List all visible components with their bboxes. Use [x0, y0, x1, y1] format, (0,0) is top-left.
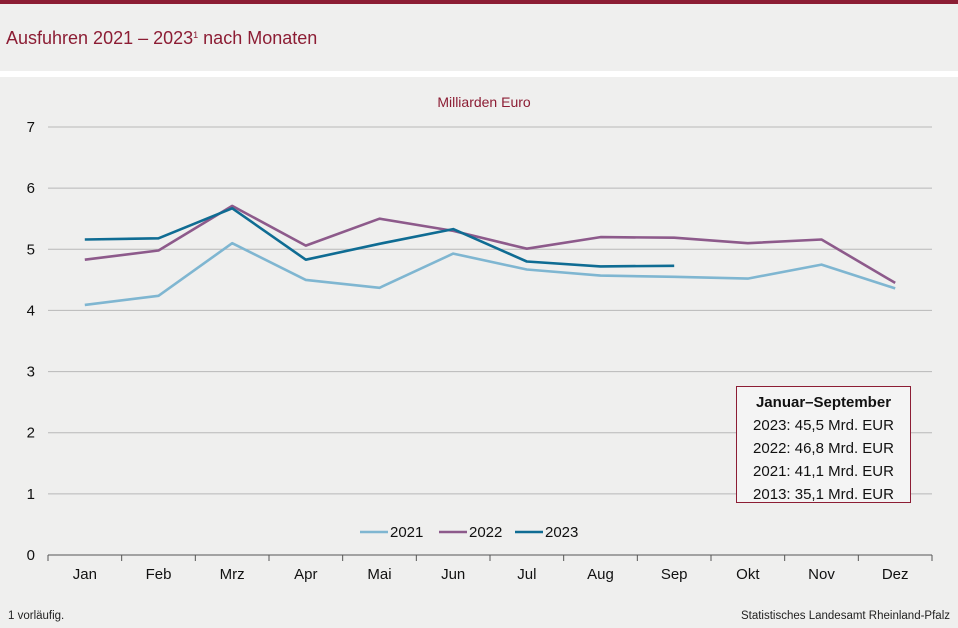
summary-heading: Januar–September	[755, 394, 892, 411]
x-tick-label: Okt	[736, 566, 760, 583]
x-tick-label: Jul	[517, 566, 536, 583]
x-tick-label: Mrz	[220, 566, 245, 583]
summary-box: Januar–September 2023: 45,5 Mrd. EUR 202…	[736, 386, 911, 503]
x-tick-label: Aug	[587, 566, 614, 583]
legend-label-2021: 2021	[390, 524, 423, 541]
chart-series	[84, 204, 896, 307]
footnote: 1 vorläufig.	[8, 610, 65, 622]
legend-label-2023: 2023	[545, 524, 578, 541]
series-line-2023	[84, 207, 675, 268]
y-tick-label: 3	[27, 364, 35, 381]
x-tick-label: Sep	[661, 566, 688, 583]
x-axis: Jan Feb Mrz Apr Mai Jun Jul Aug Sep Okt Nov Dez	[47, 554, 933, 583]
y-axis-ticks: 0 1 2 3 4 5 6 7	[27, 119, 35, 564]
y-tick-label: 6	[27, 180, 35, 197]
summary-line-2022: 2022: 46,8 Mrd. EUR	[753, 440, 894, 457]
y-tick-label: 7	[27, 119, 35, 136]
summary-line-2023: 2023: 45,5 Mrd. EUR	[753, 417, 894, 434]
x-tick-label: Dez	[882, 566, 909, 583]
chart-legend: 2021 2022 2023	[360, 524, 578, 541]
y-tick-label: 0	[27, 547, 35, 564]
source-credit: Statistisches Landesamt Rheinland-Pfalz	[740, 610, 950, 622]
chart-unit-label: Milliarden Euro	[437, 94, 531, 110]
x-tick-label: Nov	[808, 566, 835, 583]
x-tick-label: Mai	[367, 566, 391, 583]
x-tick-label: Feb	[146, 566, 172, 583]
x-tick-label: Apr	[294, 566, 317, 583]
summary-line-2013: 2013: 35,1 Mrd. EUR	[753, 486, 894, 503]
summary-line-2021: 2021: 41,1 Mrd. EUR	[753, 463, 894, 480]
x-tick-label: Jun	[441, 566, 465, 583]
header-separator	[0, 71, 958, 77]
y-tick-label: 5	[27, 241, 35, 258]
page-title: Ausfuhren 2021 – 20231 nach Monaten	[6, 28, 318, 48]
series-line-2021	[84, 241, 896, 307]
legend-label-2022: 2022	[469, 524, 502, 541]
top-accent-bar	[0, 0, 958, 4]
y-tick-label: 1	[27, 486, 35, 503]
x-tick-label: Jan	[73, 566, 97, 583]
y-tick-label: 4	[27, 302, 35, 319]
line-chart: Milliarden Euro 0 1 2 3 4 5 6 7 Jan Feb Mrz Apr Mai…	[27, 94, 933, 583]
y-tick-label: 2	[27, 425, 35, 442]
